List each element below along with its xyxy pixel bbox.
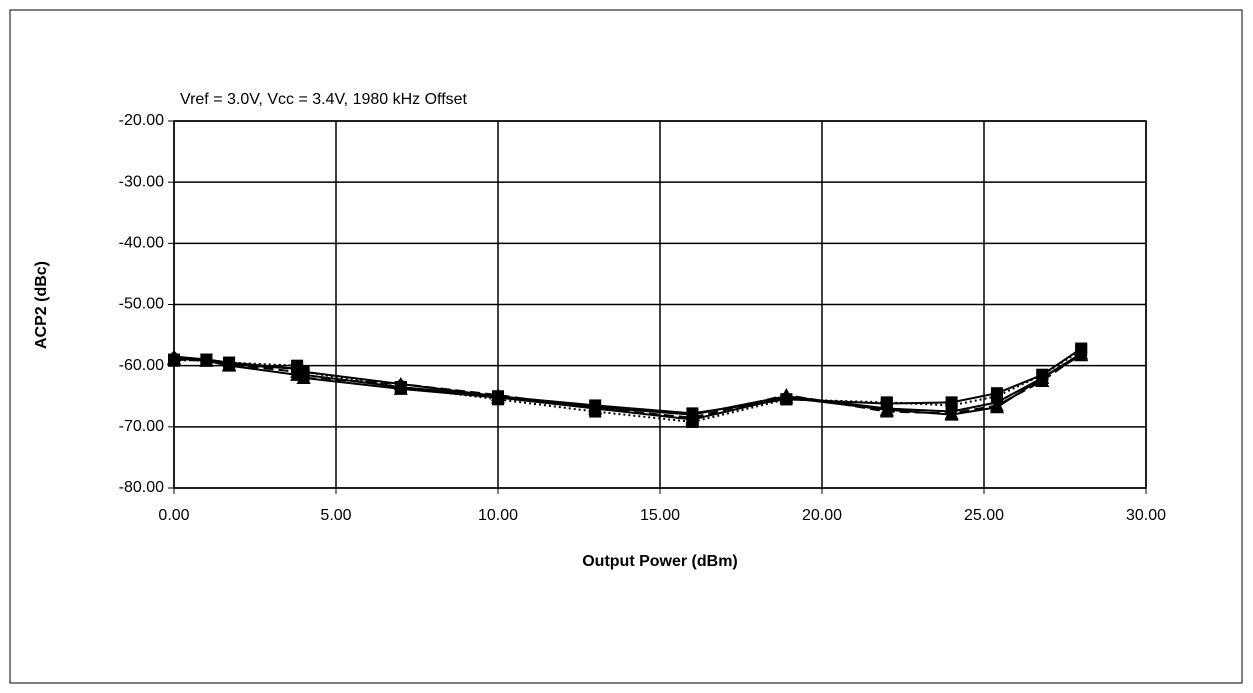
y-tick-label: -70.00: [119, 418, 164, 435]
marker: [393, 381, 408, 395]
y-axis-title: ACP2 (dBc): [33, 261, 50, 349]
marker: [491, 390, 505, 404]
x-tick-label: 25.00: [964, 507, 1004, 524]
y-tick-label: -50.00: [119, 296, 164, 313]
marker: [879, 402, 894, 416]
marker: [1035, 370, 1050, 384]
x-tick-label: 5.00: [320, 507, 351, 524]
x-tick-label: 30.00: [1126, 507, 1166, 524]
marker: [167, 351, 181, 365]
y-tick-label: -30.00: [119, 173, 164, 190]
y-tick-label: -80.00: [119, 479, 164, 496]
marker: [296, 370, 311, 384]
marker: [990, 390, 1003, 403]
y-tick-label: -20.00: [119, 112, 164, 129]
x-tick-label: 15.00: [640, 507, 680, 524]
marker: [222, 358, 237, 372]
marker: [685, 412, 700, 426]
x-tick-label: 20.00: [802, 507, 842, 524]
marker: [989, 400, 1004, 414]
marker: [1074, 348, 1089, 362]
chart-title: Vref = 3.0V, Vcc = 3.4V, 1980 kHz Offset: [180, 91, 468, 108]
x-tick-label: 10.00: [478, 507, 518, 524]
x-axis-title: Output Power (dBm): [582, 553, 738, 570]
marker: [199, 353, 214, 367]
x-tick-label: 0.00: [158, 507, 189, 524]
y-tick-label: -60.00: [119, 357, 164, 374]
marker: [779, 390, 794, 404]
marker: [588, 401, 603, 415]
marker: [944, 407, 959, 421]
y-tick-label: -40.00: [119, 235, 164, 252]
marker: [945, 399, 958, 412]
marker: [880, 396, 893, 409]
